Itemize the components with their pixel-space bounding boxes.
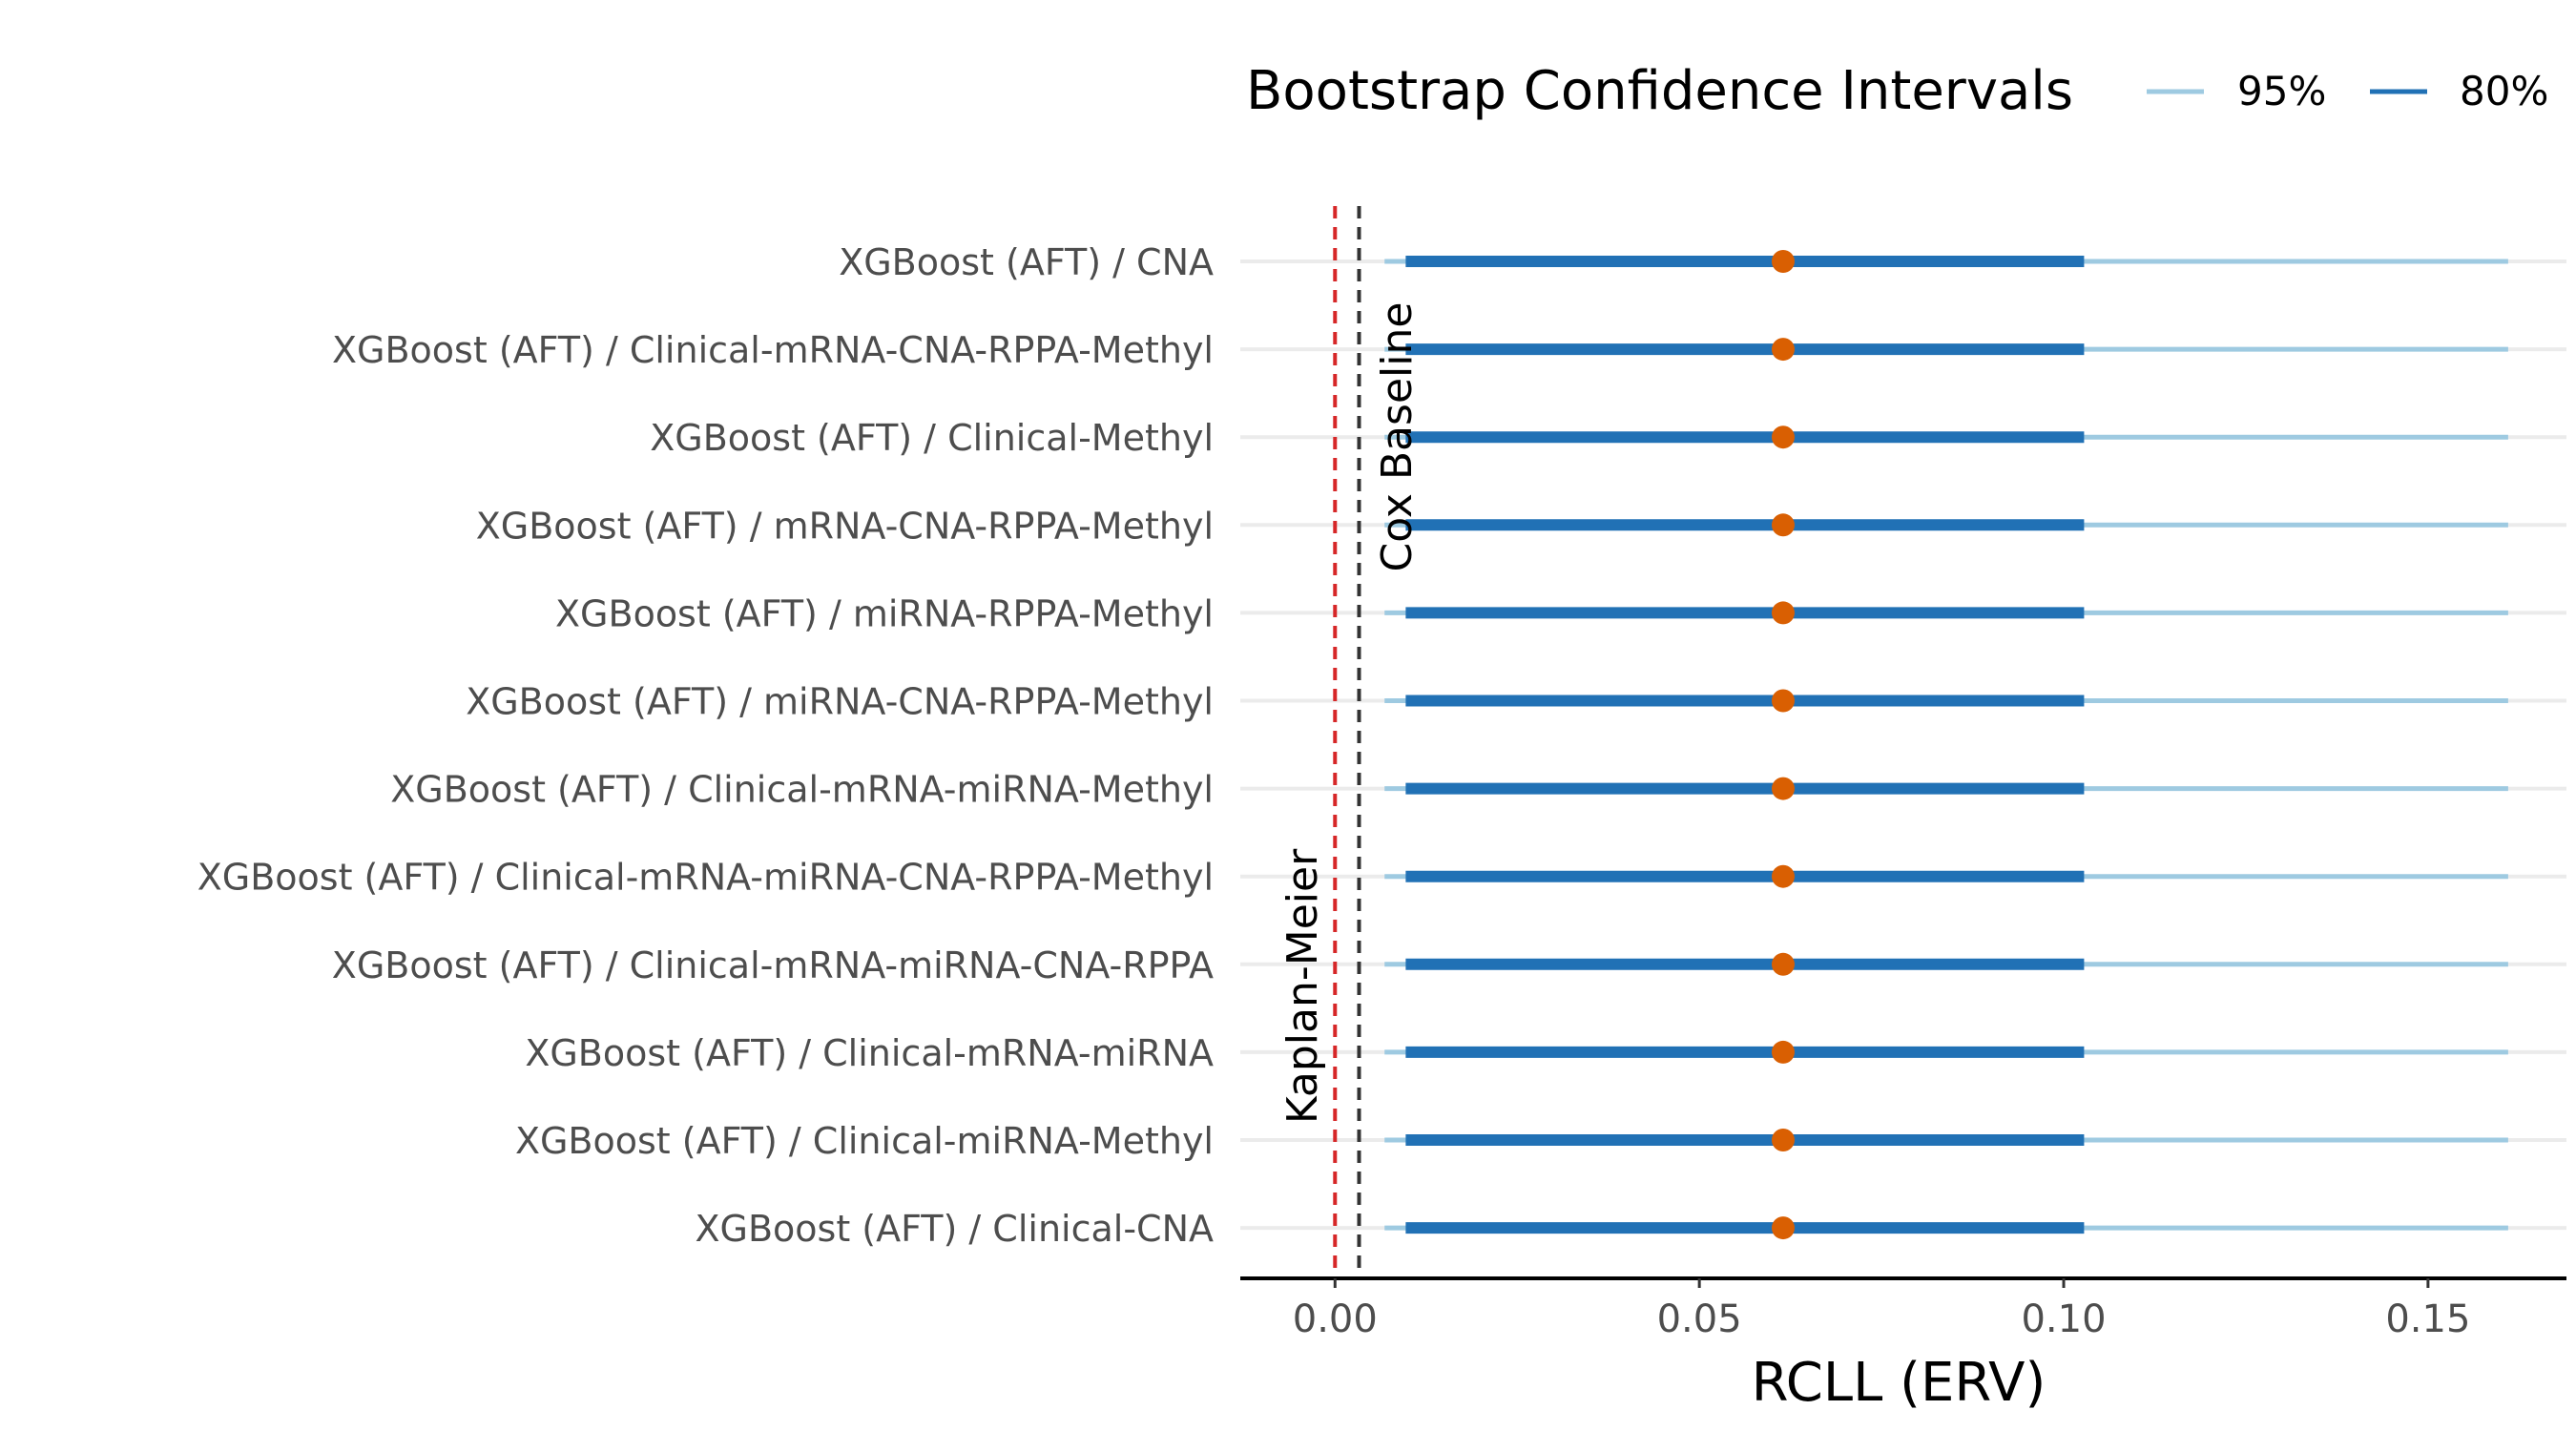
legend: Bootstrap Confidence Intervals 95% 80% xyxy=(1246,60,2548,122)
y-axis-label: XGBoost (AFT) / Clinical-mRNA-miRNA xyxy=(525,1032,1214,1074)
point-estimate xyxy=(1771,250,1795,273)
reference-line-label: Cox Baseline xyxy=(1373,302,1422,572)
reference-line-label: Kaplan-Meier xyxy=(1278,848,1327,1124)
ci80-bars xyxy=(1405,256,2085,1234)
point-estimate xyxy=(1771,338,1795,362)
point-estimate xyxy=(1771,689,1795,713)
point-estimate xyxy=(1771,425,1795,449)
y-axis-label: XGBoost (AFT) / Clinical-Methyl xyxy=(650,417,1214,459)
row-gridlines xyxy=(1240,259,2566,1231)
reference-lines: Kaplan-Meier Cox Baseline xyxy=(1278,206,1422,1278)
point-estimates xyxy=(1771,250,1795,1240)
y-axis-label: XGBoost (AFT) / Clinical-mRNA-miRNA-CNA-… xyxy=(197,857,1214,899)
ci95-bars xyxy=(1384,259,2508,1231)
x-tick-label: 0.15 xyxy=(2385,1297,2470,1341)
y-axis-label: XGBoost (AFT) / Clinical-mRNA-miRNA-CNA-… xyxy=(332,944,1214,986)
y-axis-label: XGBoost (AFT) / miRNA-RPPA-Methyl xyxy=(555,592,1214,634)
legend-title: Bootstrap Confidence Intervals xyxy=(1246,60,2073,122)
y-axis-label: XGBoost (AFT) / CNA xyxy=(839,241,1214,283)
y-axis-label: XGBoost (AFT) / Clinical-mRNA-CNA-RPPA-M… xyxy=(332,329,1214,371)
y-axis-labels: XGBoost (AFT) / CNA XGBoost (AFT) / Clini… xyxy=(197,241,1214,1250)
point-estimate xyxy=(1771,952,1795,976)
x-axis-ticks: 0.00 0.05 0.10 0.15 xyxy=(1293,1278,2470,1341)
point-estimate xyxy=(1771,601,1795,625)
x-axis-title: RCLL (ERV) xyxy=(1752,1352,2046,1414)
point-estimate xyxy=(1771,777,1795,800)
point-estimate xyxy=(1771,864,1795,888)
point-estimate xyxy=(1771,1129,1795,1151)
y-axis-label: XGBoost (AFT) / Clinical-mRNA-miRNA-Meth… xyxy=(390,769,1214,811)
x-tick-label: 0.00 xyxy=(1293,1297,1378,1341)
legend-label: 80% xyxy=(2460,68,2548,114)
x-tick-label: 0.05 xyxy=(1657,1297,1742,1341)
y-axis-label: XGBoost (AFT) / mRNA-CNA-RPPA-Methyl xyxy=(476,505,1214,547)
point-estimate xyxy=(1771,513,1795,537)
y-axis-label: XGBoost (AFT) / Clinical-miRNA-Methyl xyxy=(515,1120,1214,1162)
legend-label: 95% xyxy=(2237,68,2326,114)
point-estimate xyxy=(1771,1040,1795,1064)
y-axis-label: XGBoost (AFT) / miRNA-CNA-RPPA-Methyl xyxy=(466,681,1214,723)
y-axis-label: XGBoost (AFT) / Clinical-CNA xyxy=(695,1208,1214,1250)
x-tick-label: 0.10 xyxy=(2021,1297,2106,1341)
point-estimate xyxy=(1771,1216,1795,1240)
